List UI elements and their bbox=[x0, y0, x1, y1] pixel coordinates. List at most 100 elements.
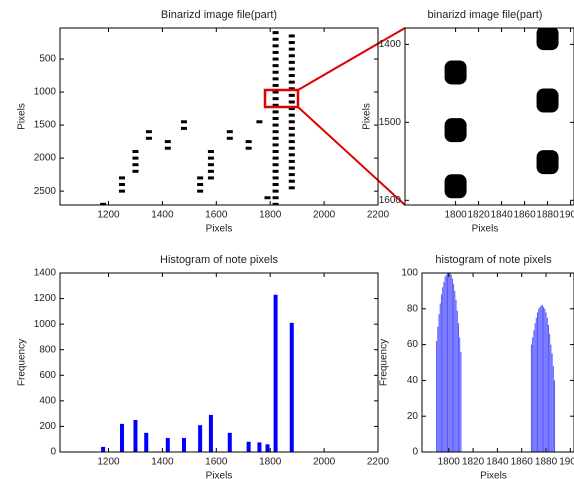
bar bbox=[443, 281, 445, 452]
x-tick-label: 1840 bbox=[486, 457, 509, 468]
marker bbox=[288, 126, 295, 130]
y-tick-label: 600 bbox=[39, 370, 56, 381]
x-tick-label: 1800 bbox=[259, 457, 282, 468]
marker bbox=[536, 88, 559, 113]
bar bbox=[534, 323, 536, 452]
bar bbox=[208, 414, 213, 452]
bar bbox=[246, 441, 251, 452]
marker bbox=[272, 136, 279, 140]
x-tick-label: 1800 bbox=[438, 457, 461, 468]
y-tick-label: 100 bbox=[401, 268, 418, 279]
marker bbox=[272, 189, 279, 193]
y-axis-label: Frequency bbox=[17, 339, 28, 386]
y-tick-label: 1500 bbox=[379, 117, 402, 128]
bar bbox=[539, 307, 541, 452]
y-tick-label: 200 bbox=[39, 421, 56, 432]
x-axis-label: Pixels bbox=[206, 224, 233, 235]
marker bbox=[272, 70, 279, 74]
marker bbox=[272, 37, 279, 41]
bar bbox=[552, 366, 554, 452]
bar bbox=[460, 351, 462, 452]
bar bbox=[537, 312, 539, 452]
bar bbox=[101, 446, 106, 452]
x-tick-label: 1860 bbox=[511, 457, 534, 468]
y-tick-label: 1200 bbox=[34, 293, 57, 304]
y-tick-label: 1000 bbox=[34, 319, 57, 330]
bar bbox=[533, 330, 535, 452]
bar bbox=[257, 442, 262, 452]
y-tick-label: 500 bbox=[39, 54, 56, 65]
marker bbox=[288, 159, 295, 163]
bar bbox=[444, 276, 446, 452]
y-tick-label: 0 bbox=[412, 447, 418, 458]
marker bbox=[197, 176, 204, 180]
bar bbox=[544, 308, 546, 452]
marker bbox=[288, 153, 295, 157]
axes-frame bbox=[421, 272, 574, 453]
x-tick-label: 1820 bbox=[462, 457, 485, 468]
x-tick-label: 1860 bbox=[513, 210, 536, 221]
x-tick-label: 2200 bbox=[367, 210, 390, 221]
bar bbox=[437, 326, 439, 452]
y-tick-label: 1500 bbox=[34, 120, 57, 131]
axes-frame bbox=[59, 27, 379, 206]
marker bbox=[272, 57, 279, 61]
bar bbox=[532, 337, 534, 452]
bar bbox=[181, 437, 186, 452]
y-axis-label: Pixels bbox=[17, 103, 28, 130]
bar bbox=[530, 344, 532, 452]
bar bbox=[133, 420, 138, 452]
bar bbox=[445, 274, 447, 452]
bar bbox=[538, 308, 540, 452]
marker bbox=[288, 140, 295, 144]
marker bbox=[272, 156, 279, 160]
marker bbox=[207, 163, 214, 167]
y-axis-label: Pixels bbox=[362, 103, 373, 130]
marker bbox=[207, 169, 214, 173]
y-tick-label: 2000 bbox=[34, 153, 57, 164]
marker bbox=[272, 202, 279, 205]
x-tick-label: 1800 bbox=[444, 210, 467, 221]
bar bbox=[454, 290, 456, 452]
marker bbox=[288, 67, 295, 71]
x-tick-label: 1600 bbox=[205, 210, 228, 221]
plot-area bbox=[101, 294, 294, 452]
x-tick-label: 1600 bbox=[205, 457, 228, 468]
bar bbox=[550, 344, 552, 452]
x-axis-label: Pixels bbox=[472, 224, 499, 235]
marker bbox=[288, 74, 295, 78]
axes-frame bbox=[404, 27, 574, 206]
bar bbox=[545, 312, 547, 452]
bar bbox=[265, 444, 270, 452]
marker bbox=[288, 93, 295, 97]
zoom-connector bbox=[297, 106, 406, 206]
plot-area bbox=[100, 31, 295, 205]
bar bbox=[438, 314, 440, 452]
marker bbox=[272, 183, 279, 187]
bar bbox=[198, 425, 203, 452]
x-axis-label: Pixels bbox=[206, 471, 233, 479]
marker bbox=[272, 116, 279, 120]
bar bbox=[144, 432, 149, 452]
marker bbox=[132, 150, 139, 154]
x-tick-label: 2200 bbox=[367, 457, 390, 468]
marker bbox=[288, 60, 295, 64]
marker bbox=[288, 166, 295, 170]
bar bbox=[535, 317, 537, 452]
marker bbox=[180, 120, 187, 124]
x-tick-label: 2000 bbox=[313, 457, 336, 468]
bar bbox=[549, 333, 551, 452]
x-axis-label: Pixels bbox=[480, 471, 507, 479]
marker bbox=[288, 80, 295, 84]
bar bbox=[227, 432, 232, 452]
zoom-box bbox=[263, 88, 300, 109]
marker bbox=[288, 146, 295, 150]
marker bbox=[288, 107, 295, 111]
marker bbox=[288, 173, 295, 177]
bar bbox=[541, 305, 543, 452]
marker bbox=[272, 83, 279, 87]
bar bbox=[449, 273, 451, 452]
